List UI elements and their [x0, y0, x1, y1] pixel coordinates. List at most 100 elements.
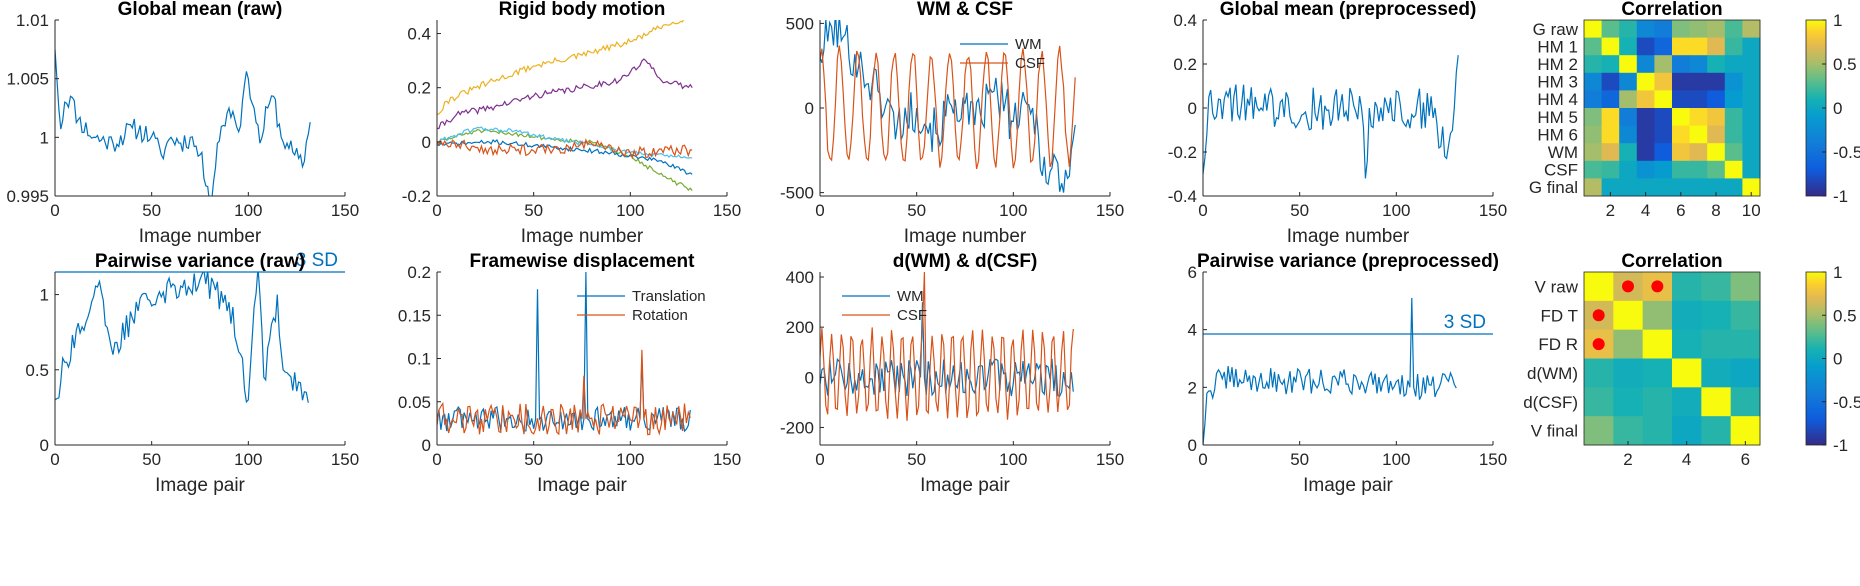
corr_bottom-significance-marker	[1622, 280, 1634, 293]
corr_bottom-significance-marker	[1592, 338, 1605, 351]
corr_top-cell	[1707, 55, 1726, 74]
corr_top-cell	[1724, 178, 1743, 197]
dwm_dcsf-legend-label: CSF	[897, 307, 927, 324]
pairwise_pre-series-0-line	[1203, 297, 1457, 445]
corr_bottom-cell	[1584, 358, 1614, 388]
corr_top-cell	[1636, 143, 1655, 162]
global_raw-ytick-label: 1.005	[6, 70, 49, 89]
corr_top-cell	[1584, 72, 1603, 91]
corr_bottom-cell	[1642, 358, 1673, 388]
corr_top-xtick-label: 6	[1676, 201, 1685, 220]
corr_top-cell	[1584, 90, 1603, 109]
corr_top-cell	[1636, 72, 1655, 91]
corr_top-cell	[1742, 143, 1761, 162]
corr_top-cell	[1707, 178, 1726, 197]
corr_top-xtick-label: 8	[1711, 201, 1720, 220]
corr_bottom-cell	[1730, 300, 1761, 331]
corr_bottom-colorbar-tick-label: -1	[1833, 436, 1848, 455]
global_pre-xtick-label: 150	[1479, 201, 1507, 220]
corr_top-cell	[1636, 90, 1655, 109]
rigid_body-ytick-label: -0.2	[402, 187, 431, 206]
corr_bottom-title: Correlation	[1621, 251, 1722, 272]
wm_csf-xtick-label: 100	[999, 201, 1027, 220]
corr_bottom-cell	[1584, 416, 1614, 446]
framewise-legend-label: Translation	[632, 288, 706, 305]
corr_top-cell	[1742, 90, 1761, 109]
corr_top-cell	[1689, 108, 1708, 127]
corr_bottom-cell	[1730, 358, 1761, 388]
global_raw-xtick-label: 100	[234, 201, 262, 220]
wm_csf-xlabel: Image number	[904, 226, 1027, 247]
global_raw-ytick-label: 0.995	[6, 187, 49, 206]
wm_csf-xtick-label: 0	[815, 201, 824, 220]
corr_top-cell	[1601, 55, 1620, 74]
corr_top-cell	[1654, 125, 1673, 144]
pairwise_raw-series-0-line	[55, 272, 309, 404]
corr_top-xtick-label: 10	[1742, 201, 1761, 220]
pairwise_raw-xtick-label: 150	[331, 450, 359, 469]
corr_bottom-colorbar-tick-label: -0.5	[1833, 393, 1860, 412]
corr_top-cell	[1707, 90, 1726, 109]
corr_top-cell	[1619, 72, 1638, 91]
corr_top-cell	[1584, 20, 1603, 39]
corr_top-cell	[1619, 37, 1638, 56]
corr_top-row-label: HM 6	[1537, 125, 1578, 144]
corr_top-cell	[1601, 178, 1620, 197]
corr_top-cell	[1689, 125, 1708, 144]
framewise-series-rotation-line	[437, 349, 691, 436]
pairwise_raw-xtick-label: 50	[142, 450, 161, 469]
corr_top-cell	[1672, 90, 1691, 109]
corr_bottom-cell	[1672, 300, 1702, 331]
corr_top-cell	[1601, 143, 1620, 162]
global_raw-ytick-label: 1.01	[16, 11, 49, 30]
corr_top-cell	[1619, 178, 1638, 197]
rigid_body-xtick-label: 150	[713, 201, 741, 220]
corr_bottom-cell	[1613, 358, 1644, 388]
global_raw-xtick-label: 50	[142, 201, 161, 220]
framewise-xtick-label: 100	[616, 450, 644, 469]
rigid_body-series-0-line	[437, 20, 684, 116]
corr_top-colorbar-tick-label: 1	[1833, 11, 1842, 30]
corr_top-cell	[1707, 143, 1726, 162]
rigid_body-ytick-label: 0.4	[407, 25, 431, 44]
dwm_dcsf-legend-label: WM	[897, 288, 924, 305]
corr_top-row-label: HM 2	[1537, 55, 1578, 74]
corr_top-cell	[1636, 20, 1655, 39]
corr_top-cell	[1724, 108, 1743, 127]
corr_bottom-colorbar-tick-label: 0.5	[1833, 306, 1857, 325]
wm_csf-ytick-label: 0	[805, 99, 814, 118]
global_pre-chart: 0 50 100 150 -0.4 -0.2 0 0.2 0.4 Image number	[1168, 11, 1507, 247]
global_raw-xtick-label: 0	[50, 201, 59, 220]
corr_bottom-cell	[1613, 387, 1644, 417]
corr_top-cell	[1636, 108, 1655, 127]
corr_top-row-label: HM 3	[1537, 73, 1578, 92]
rigid_body-ytick-label: 0.2	[407, 79, 431, 98]
corr_top-cell	[1672, 72, 1691, 91]
global_raw-title: Global mean (raw)	[118, 0, 283, 20]
dwm_dcsf-xtick-label: 50	[907, 450, 926, 469]
global_raw-series-group	[55, 49, 311, 196]
wm_csf-ytick-label: 500	[786, 14, 814, 33]
corr_bottom-cell	[1730, 416, 1761, 446]
corr_bottom-cell	[1642, 387, 1673, 417]
rigid_body-series-group	[437, 20, 693, 192]
corr_top-cell	[1601, 125, 1620, 144]
corr_bottom-cell	[1730, 329, 1761, 359]
corr_bottom-xtick-label: 4	[1682, 450, 1691, 469]
corr_bottom-row-label: FD T	[1541, 306, 1578, 325]
corr_top-colorbar-tick-label: -0.5	[1833, 143, 1860, 162]
corr_bottom-cell	[1613, 329, 1644, 359]
global_pre-ytick-label: 0.4	[1173, 11, 1197, 30]
corr_bottom-row-label: V raw	[1535, 277, 1579, 296]
corr_bottom-cell	[1672, 272, 1702, 302]
global_raw-series-0-line	[55, 49, 311, 196]
corr_top-cell	[1636, 160, 1655, 179]
corr_bottom-cell	[1730, 272, 1761, 302]
wm_csf-series-wm-line	[820, 20, 1076, 193]
corr_top-cell	[1707, 108, 1726, 127]
dwm_dcsf-xtick-label: 150	[1096, 450, 1124, 469]
dwm_dcsf-series-csf-line	[820, 272, 1074, 421]
